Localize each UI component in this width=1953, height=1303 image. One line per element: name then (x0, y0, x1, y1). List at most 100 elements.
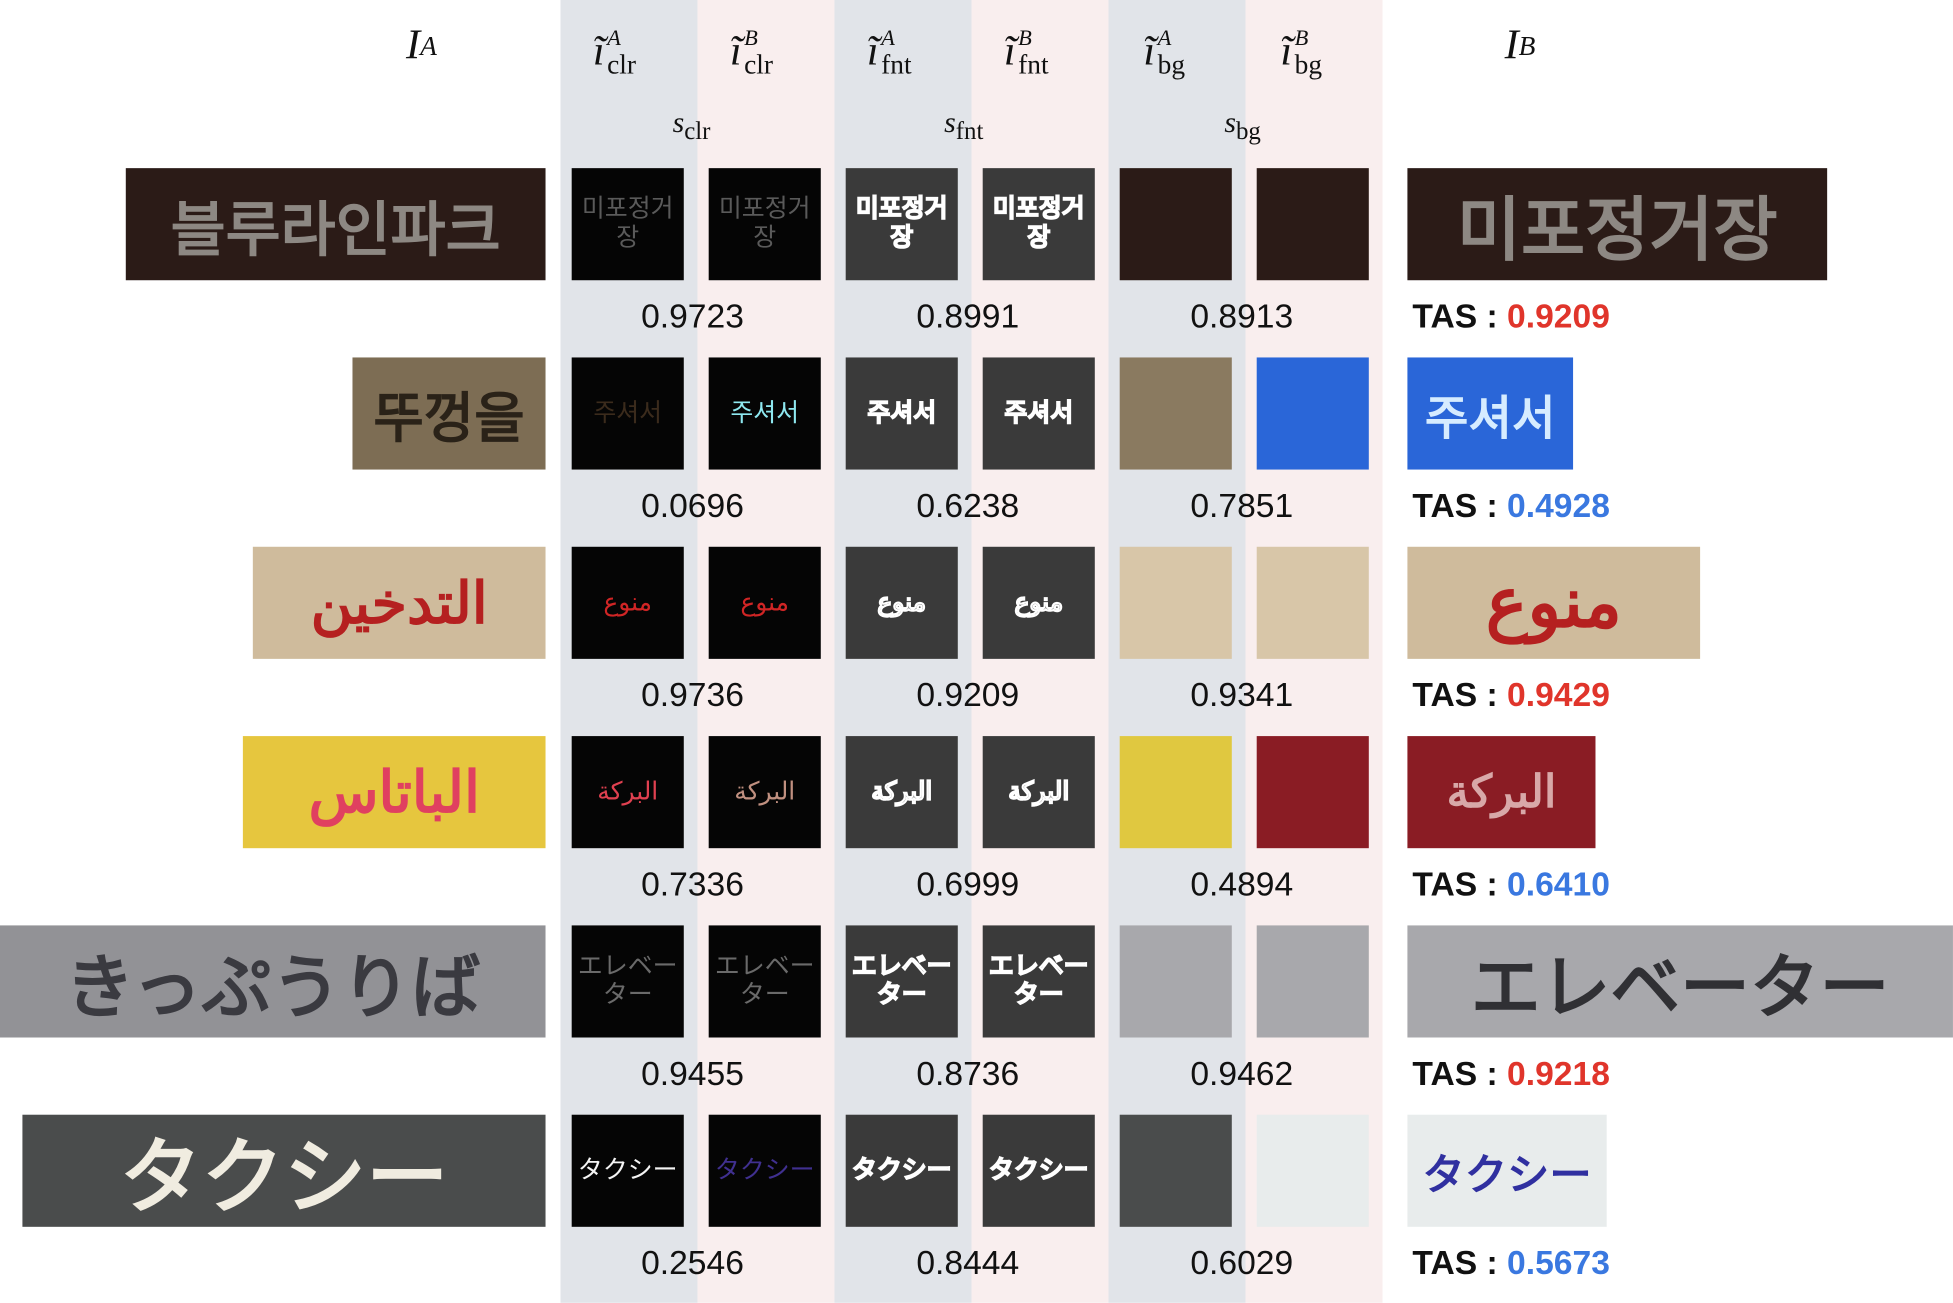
image-ib: البركة (1407, 736, 1596, 849)
image-clr-b: 주셔서 (708, 357, 821, 470)
image-clr-a: エレベーター (571, 925, 684, 1038)
image-fnt-a: エレベーター (845, 925, 958, 1038)
header-col-sub: fnt (1018, 48, 1049, 80)
image-bg-b (1256, 168, 1369, 281)
score-fnt: 0.8444 (916, 1244, 1020, 1282)
score-fnt: 0.8991 (916, 297, 1020, 336)
header-col-base: ĩ (866, 28, 879, 75)
tas-label: TAS : (1412, 297, 1508, 336)
image-clr-b: エレベーター (708, 925, 821, 1038)
image-fnt-a: タクシー (845, 1114, 958, 1227)
image-ia: التدخين (252, 546, 546, 659)
header-col-base: ĩ (1280, 28, 1293, 75)
tas-score: TAS : 0.5673 (1412, 1244, 1610, 1283)
image-clr-a: 주셔서 (571, 357, 684, 470)
score-clr: 0.9736 (641, 676, 744, 714)
score-fnt: 0.8736 (916, 1054, 1020, 1093)
score-bg: 0.6029 (1190, 1244, 1294, 1282)
image-ib: منوع (1407, 546, 1701, 659)
tas-value: 0.4928 (1507, 486, 1610, 525)
image-clr-b: البركة (708, 736, 821, 849)
image-fnt-b: 미포정거장 (982, 168, 1095, 281)
image-bg-b (1256, 357, 1369, 470)
score-bg: 0.4894 (1190, 865, 1294, 903)
image-bg-a (1119, 357, 1232, 470)
header-col-sup: A (881, 24, 895, 50)
tas-value: 0.5673 (1507, 1244, 1610, 1282)
image-ia: الباتاس (242, 736, 546, 849)
tas-label: TAS : (1412, 486, 1508, 525)
tas-score: TAS : 0.6410 (1412, 866, 1610, 905)
header-s-clr: sclr (672, 107, 711, 146)
header-col-sub: bg (1294, 48, 1323, 80)
image-clr-b: منوع (708, 546, 821, 659)
tas-score: TAS : 0.9218 (1412, 1055, 1610, 1094)
tas-label: TAS : (1412, 865, 1508, 903)
header-col-sup: B (1018, 24, 1032, 50)
score-clr: 0.7336 (641, 865, 744, 903)
image-bg-a (1119, 925, 1232, 1038)
score-bg: 0.8913 (1190, 297, 1294, 336)
image-bg-b (1256, 736, 1369, 849)
score-bg: 0.7851 (1190, 486, 1294, 525)
image-bg-a (1119, 546, 1232, 659)
image-ia: 블루라인파크 (125, 168, 546, 281)
score-bg: 0.9341 (1190, 676, 1294, 714)
header-ia-sub: A (420, 29, 437, 62)
image-fnt-b: البركة (982, 736, 1095, 849)
image-bg-b (1256, 925, 1369, 1038)
image-fnt-a: منوع (845, 546, 958, 659)
header-col-sub: clr (744, 48, 774, 80)
header-col-sup: B (744, 24, 758, 50)
header-col-sub: bg (1157, 48, 1186, 80)
image-bg-a (1119, 1114, 1232, 1227)
image-ia: タクシー (22, 1114, 546, 1227)
image-bg-b (1256, 546, 1369, 659)
image-fnt-b: タクシー (982, 1114, 1095, 1227)
tas-score: TAS : 0.4928 (1412, 487, 1610, 526)
tas-score: TAS : 0.9429 (1412, 676, 1610, 715)
image-fnt-a: 미포정거장 (845, 168, 958, 281)
tas-label: TAS : (1412, 676, 1508, 714)
image-ib: 미포정거장 (1407, 168, 1828, 281)
image-ib: 주셔서 (1407, 357, 1574, 470)
image-ib: タクシー (1407, 1114, 1607, 1227)
header-col-base: ĩ (1143, 28, 1156, 75)
tas-value: 0.9429 (1507, 676, 1610, 714)
tas-value: 0.9209 (1507, 297, 1610, 336)
image-clr-a: 미포정거장 (571, 168, 684, 281)
score-clr: 0.9455 (641, 1054, 744, 1093)
image-fnt-a: 주셔서 (845, 357, 958, 470)
score-clr: 0.2546 (641, 1244, 744, 1282)
header-col-base: ĩ (592, 28, 605, 75)
header-col-base: ĩ (1003, 28, 1016, 75)
image-clr-b: 미포정거장 (708, 168, 821, 281)
image-fnt-a: البركة (845, 736, 958, 849)
tas-label: TAS : (1412, 1244, 1508, 1282)
tas-label: TAS : (1412, 1054, 1508, 1093)
image-ia: 뚜껑을 (352, 357, 546, 470)
header-ib-base: I (1504, 22, 1519, 69)
score-clr: 0.9723 (641, 297, 744, 336)
tas-value: 0.6410 (1507, 865, 1610, 903)
score-fnt: 0.9209 (916, 676, 1020, 714)
image-clr-a: タクシー (571, 1114, 684, 1227)
image-bg-a (1119, 736, 1232, 849)
header-ib-sub: B (1518, 29, 1536, 62)
image-fnt-b: エレベーター (982, 925, 1095, 1038)
image-bg-b (1256, 1114, 1369, 1227)
image-fnt-b: منوع (982, 546, 1095, 659)
header-s-fnt: sfnt (944, 107, 984, 146)
image-ib: エレベーター (1407, 925, 1953, 1038)
tas-value: 0.9218 (1507, 1054, 1610, 1093)
header-ia-base: I (406, 22, 421, 69)
score-fnt: 0.6238 (916, 486, 1020, 525)
image-clr-a: البركة (571, 736, 684, 849)
